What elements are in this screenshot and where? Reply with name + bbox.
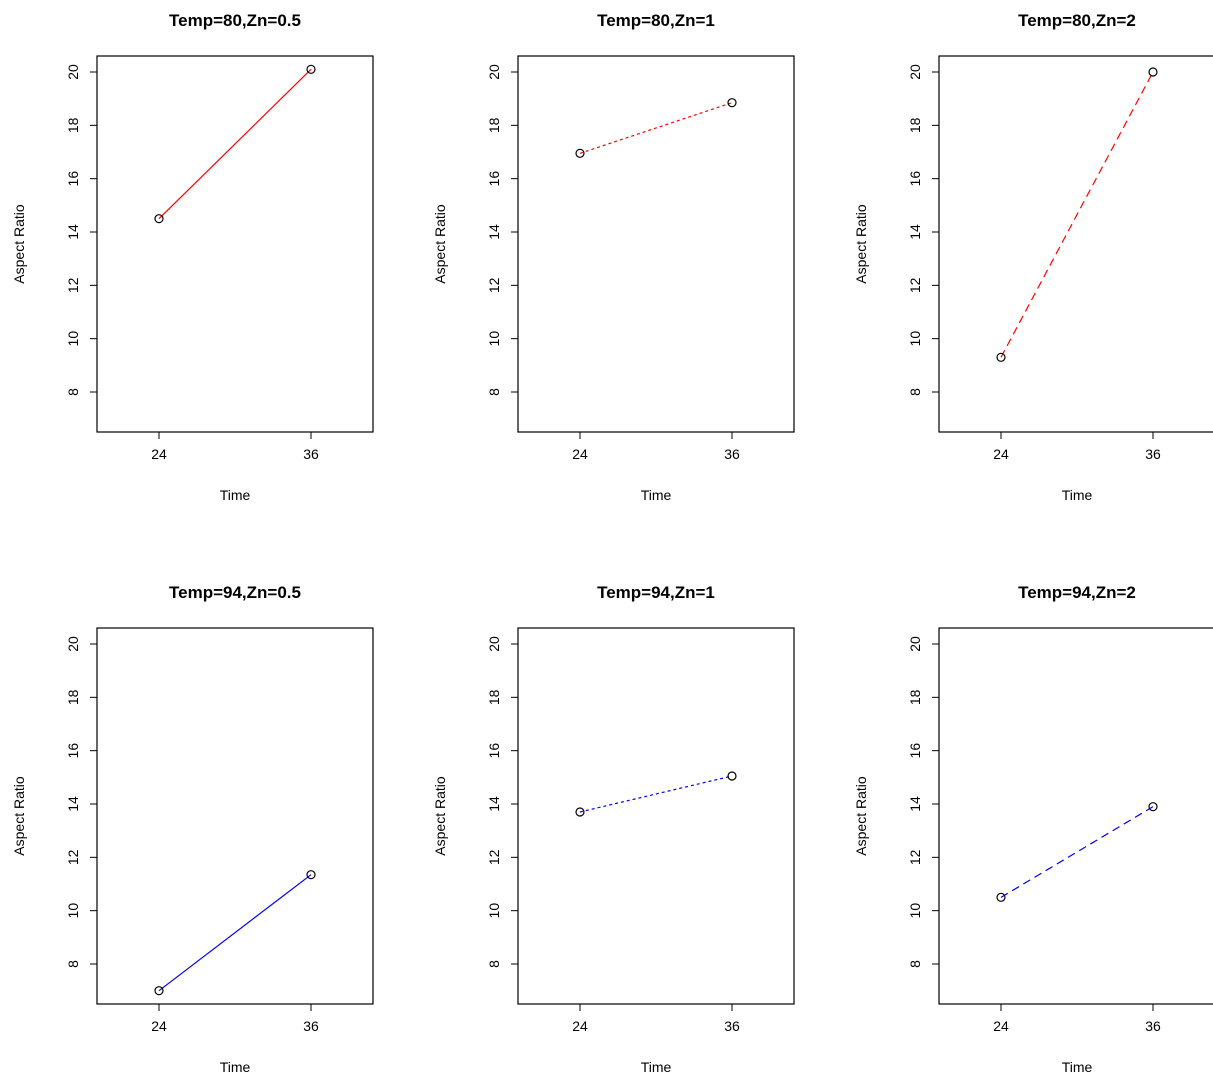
y-tick-label: 18	[907, 117, 923, 133]
y-tick-label: 10	[486, 903, 502, 919]
y-tick-label: 16	[65, 743, 81, 759]
y-tick-label: 8	[907, 960, 923, 968]
y-tick-label: 10	[486, 331, 502, 347]
plot-frame	[938, 55, 1213, 433]
y-tick-label: 18	[65, 689, 81, 705]
x-axis-label: Time	[220, 487, 251, 503]
y-tick-label: 14	[65, 796, 81, 812]
y-tick-label: 12	[907, 849, 923, 865]
data-point	[575, 807, 585, 817]
x-tick-label: 24	[572, 1018, 588, 1034]
x-tick-label: 24	[151, 1018, 167, 1034]
y-tick-label: 12	[486, 849, 502, 865]
x-axis-label: Time	[1062, 487, 1093, 503]
series-line	[579, 102, 733, 154]
x-axis-label: Time	[220, 1059, 251, 1075]
panel-title: Temp=94,Zn=1	[597, 583, 715, 602]
y-tick-label: 20	[65, 64, 81, 80]
y-tick-label: 20	[65, 636, 81, 652]
series-line	[158, 68, 312, 220]
x-tick-label: 36	[303, 1018, 319, 1034]
y-tick-label: 14	[486, 796, 502, 812]
y-tick-label: 8	[486, 388, 502, 396]
x-tick-label: 24	[993, 446, 1009, 462]
y-tick-label: 8	[907, 388, 923, 396]
y-tick-label: 12	[65, 277, 81, 293]
panel-title: Temp=94,Zn=0.5	[169, 583, 301, 602]
panel-title: Temp=80,Zn=1	[597, 11, 715, 30]
y-tick-label: 18	[486, 117, 502, 133]
y-tick-label: 18	[65, 117, 81, 133]
y-tick-label: 8	[65, 388, 81, 396]
x-tick-label: 36	[303, 446, 319, 462]
y-tick-label: 14	[907, 796, 923, 812]
y-tick-label: 20	[907, 64, 923, 80]
x-axis-label: Time	[641, 487, 672, 503]
data-point	[306, 64, 316, 74]
y-axis-label: Aspect Ratio	[853, 204, 869, 284]
y-tick-label: 8	[65, 960, 81, 968]
plot-frame	[96, 55, 374, 433]
y-tick-label: 20	[486, 636, 502, 652]
x-tick-label: 24	[151, 446, 167, 462]
panel-title: Temp=94,Zn=2	[1018, 583, 1136, 602]
panel-title: Temp=80,Zn=2	[1018, 11, 1136, 30]
plot-frame	[517, 627, 795, 1005]
y-tick-label: 20	[907, 636, 923, 652]
data-point	[154, 986, 164, 996]
y-tick-label: 14	[907, 224, 923, 240]
y-tick-label: 10	[907, 331, 923, 347]
y-tick-label: 12	[907, 277, 923, 293]
data-point	[727, 771, 737, 781]
data-point	[1148, 802, 1158, 812]
y-tick-label: 16	[907, 743, 923, 759]
y-tick-label: 10	[65, 331, 81, 347]
y-tick-label: 10	[907, 903, 923, 919]
data-point	[306, 870, 316, 880]
y-tick-label: 12	[486, 277, 502, 293]
y-tick-label: 16	[486, 743, 502, 759]
y-tick-label: 8	[486, 960, 502, 968]
series-line	[158, 874, 312, 992]
series-line	[1000, 71, 1154, 358]
x-tick-label: 36	[724, 1018, 740, 1034]
data-point	[996, 892, 1006, 902]
y-tick-label: 14	[65, 224, 81, 240]
x-axis-label: Time	[641, 1059, 672, 1075]
y-tick-label: 20	[486, 64, 502, 80]
x-tick-label: 24	[993, 1018, 1009, 1034]
panel-title: Temp=80,Zn=0.5	[169, 11, 301, 30]
y-axis-label: Aspect Ratio	[11, 204, 27, 284]
y-tick-label: 16	[65, 171, 81, 187]
x-tick-label: 36	[724, 446, 740, 462]
y-tick-label: 18	[486, 689, 502, 705]
plot-frame	[517, 55, 795, 433]
y-axis-label: Aspect Ratio	[853, 776, 869, 856]
y-tick-label: 16	[907, 171, 923, 187]
y-axis-label: Aspect Ratio	[432, 776, 448, 856]
y-axis-label: Aspect Ratio	[11, 776, 27, 856]
plot-frame	[96, 627, 374, 1005]
data-point	[727, 98, 737, 108]
y-tick-label: 14	[486, 224, 502, 240]
plot-frame	[938, 627, 1213, 1005]
x-tick-label: 24	[572, 446, 588, 462]
y-axis-label: Aspect Ratio	[432, 204, 448, 284]
data-point	[154, 214, 164, 224]
x-tick-label: 36	[1145, 446, 1161, 462]
y-tick-label: 12	[65, 849, 81, 865]
series-line	[579, 775, 733, 813]
x-tick-label: 36	[1145, 1018, 1161, 1034]
data-point	[996, 352, 1006, 362]
y-tick-label: 10	[65, 903, 81, 919]
y-tick-label: 18	[907, 689, 923, 705]
x-axis-label: Time	[1062, 1059, 1093, 1075]
series-line	[1000, 806, 1154, 898]
data-point	[1148, 67, 1158, 77]
data-point	[575, 148, 585, 158]
y-tick-label: 16	[486, 171, 502, 187]
